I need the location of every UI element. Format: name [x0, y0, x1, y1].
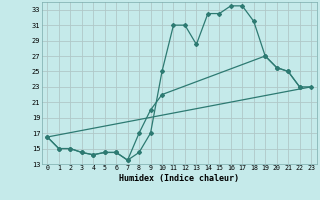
X-axis label: Humidex (Indice chaleur): Humidex (Indice chaleur)	[119, 174, 239, 183]
